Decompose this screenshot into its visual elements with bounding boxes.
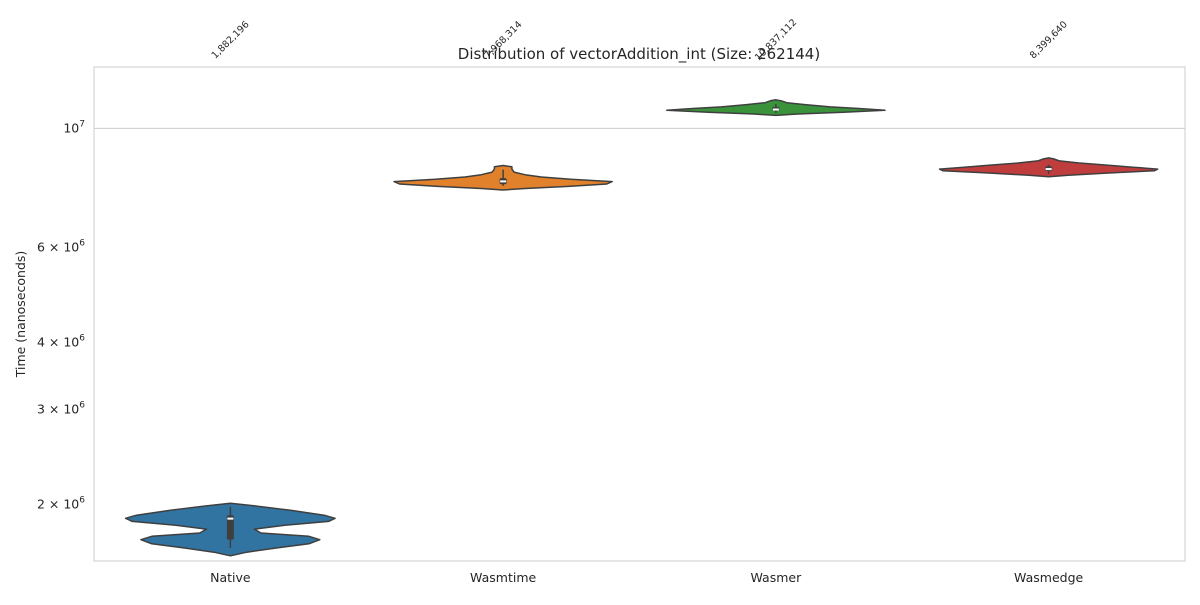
median-marker-wasmer: [772, 108, 779, 111]
x-tick-label: Wasmtime: [470, 570, 536, 585]
x-tick-label: Wasmer: [751, 570, 803, 585]
x-tick-labels: Native Wasmtime Wasmer Wasmedge: [210, 570, 1083, 585]
violin-layer: [124, 99, 1159, 557]
y-tick-labels: 2 × 106 3 × 106 4 × 106 6 × 106 107: [37, 119, 85, 511]
plot-frame: [93, 66, 1186, 562]
y-tick-label: 107: [63, 119, 85, 135]
iqr-box-native: [226, 515, 234, 540]
x-tick-label: Wasmedge: [1014, 570, 1083, 585]
y-axis-label: Time (nanoseconds): [13, 251, 28, 379]
y-tick-label: 2 × 106: [37, 495, 85, 511]
median-marker-wasmtime: [500, 180, 507, 183]
y-tick-label: 6 × 106: [37, 239, 85, 255]
y-tick-label: 3 × 106: [37, 401, 85, 417]
x-tick-label: Native: [210, 570, 251, 585]
chart-title: Distribution of vectorAddition_int (Size…: [458, 45, 820, 64]
median-marker-native: [227, 517, 234, 520]
median-marker-wasmedge: [1045, 168, 1052, 171]
y-tick-label: 4 × 106: [37, 333, 85, 349]
